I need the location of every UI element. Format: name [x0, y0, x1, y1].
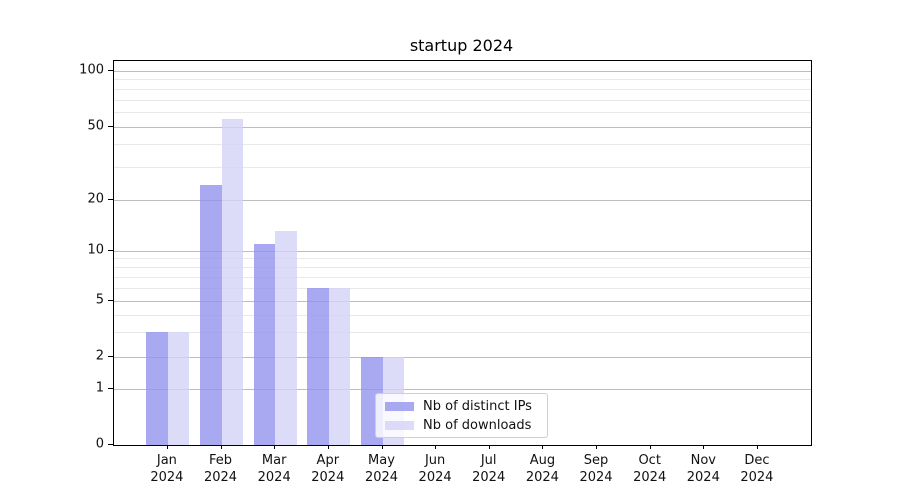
x-tick-label-jun: Jun 2024 [418, 453, 452, 485]
x-tick-mark [166, 445, 168, 449]
bar-distinct-ips-feb [200, 185, 222, 445]
y-gridline-minor-8 [114, 266, 811, 268]
x-tick-label-sep: Sep 2024 [579, 453, 613, 485]
y-tick-label-10: 10 [87, 242, 104, 257]
y-gridline-major-2 [114, 357, 811, 358]
x-tick-label-year: 2024 [418, 470, 452, 485]
x-tick-label-year: 2024 [364, 470, 399, 485]
y-gridline-major-100 [114, 71, 811, 72]
y-tick-label-0: 0 [95, 436, 104, 452]
legend-swatch-downloads-icon [385, 420, 414, 430]
y-gridline-minor-40 [114, 144, 811, 146]
x-tick-mark [756, 445, 758, 449]
x-tick-label-year: 2024 [150, 470, 184, 485]
y-tick-label-100: 100 [79, 62, 104, 78]
x-tick-label-year: 2024 [525, 470, 559, 485]
x-tick-label-dec: Dec 2024 [740, 453, 774, 485]
x-tick-label-year: 2024 [257, 470, 291, 485]
x-tick-label-year: 2024 [311, 470, 345, 485]
legend: Nb of distinct IPs Nb of downloads [375, 393, 548, 438]
y-tick-label-20: 20 [87, 191, 104, 206]
bar-downloads-jan [167, 332, 190, 445]
x-tick-label-nov: Nov 2024 [686, 453, 720, 485]
plot-area: Nb of distinct IPs Nb of downloads [113, 60, 812, 446]
bar-downloads-feb [221, 118, 243, 445]
y-gridline-minor-90 [114, 79, 811, 81]
legend-swatch-distinct-ips-icon [385, 401, 414, 411]
x-tick-mark [596, 445, 597, 449]
y-tick-mark [108, 444, 113, 445]
y-tick-mark [108, 356, 113, 357]
x-tick-mark [435, 445, 437, 449]
y-tick-mark [108, 70, 113, 71]
x-tick-mark [327, 445, 329, 449]
x-tick-label-year: 2024 [203, 470, 238, 485]
x-tick-mark [542, 445, 544, 449]
y-gridline-minor-3 [114, 332, 811, 334]
y-tick-label-5: 5 [95, 292, 104, 308]
x-tick-label-year: 2024 [740, 470, 774, 485]
legend-row-distinct-ips: Nb of distinct IPs [385, 399, 537, 414]
bar-distinct-ips-apr [307, 287, 329, 445]
y-tick-mark [108, 388, 113, 389]
y-tick-mark [108, 300, 113, 301]
x-tick-mark [220, 445, 222, 449]
y-gridline-major-1 [114, 389, 811, 390]
y-gridline-minor-80 [114, 88, 811, 90]
y-gridline-minor-9 [114, 258, 811, 260]
x-tick-mark [649, 445, 651, 449]
x-tick-label-mar: Mar 2024 [257, 453, 291, 485]
x-tick-label-jul: Jul 2024 [472, 453, 506, 485]
bar-downloads-apr [328, 287, 351, 445]
x-tick-mark [703, 445, 705, 449]
y-gridline-major-20 [114, 199, 811, 201]
x-tick-label-apr: Apr 2024 [311, 453, 345, 485]
x-tick-label-feb: Feb 2024 [203, 453, 238, 485]
y-gridline-minor-6 [114, 287, 811, 289]
x-tick-label-may: May 2024 [364, 453, 399, 485]
x-tick-label-jan: Jan 2024 [150, 453, 184, 485]
y-gridline-minor-60 [114, 111, 811, 113]
x-tick-label-aug: Aug 2024 [525, 453, 559, 485]
y-gridline-major-5 [114, 301, 811, 302]
y-tick-label-2: 2 [95, 348, 104, 364]
y-tick-label-50: 50 [87, 118, 104, 133]
legend-row-downloads: Nb of downloads [385, 418, 537, 433]
chart-title: startup 2024 [409, 36, 514, 55]
y-tick-label-1: 1 [95, 380, 104, 396]
y-gridline-minor-70 [114, 99, 811, 101]
x-tick-mark [274, 445, 276, 449]
y-gridline-minor-4 [114, 314, 811, 316]
x-tick-label-year: 2024 [472, 470, 506, 485]
legend-label-distinct-ips: Nb of distinct IPs [423, 398, 532, 414]
bar-distinct-ips-mar [253, 243, 276, 445]
y-tick-mark [108, 249, 113, 251]
y-tick-mark [108, 125, 113, 127]
x-tick-label-year: 2024 [686, 470, 720, 485]
bar-distinct-ips-jan [146, 332, 168, 445]
y-gridline-minor-7 [114, 276, 811, 278]
x-tick-label-year: 2024 [579, 470, 613, 485]
y-gridline-major-10 [114, 250, 811, 252]
x-tick-label-year: 2024 [633, 470, 667, 485]
y-gridline-minor-30 [114, 167, 811, 169]
x-tick-mark [381, 445, 383, 449]
y-tick-mark [108, 198, 113, 200]
x-tick-mark [488, 445, 490, 449]
legend-label-downloads: Nb of downloads [423, 417, 532, 433]
x-tick-label-oct: Oct 2024 [633, 453, 667, 485]
y-gridline-major-50 [114, 126, 811, 128]
bar-downloads-mar [275, 231, 297, 445]
